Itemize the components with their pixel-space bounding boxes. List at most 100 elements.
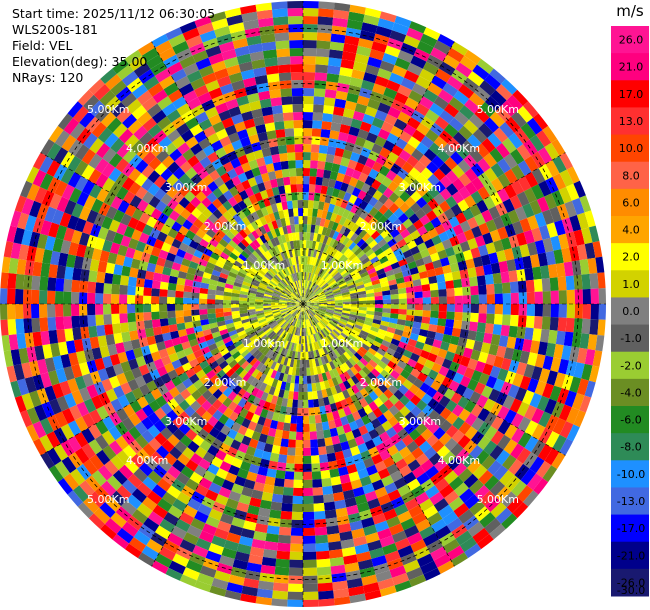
velocity-gate bbox=[296, 176, 303, 185]
velocity-gate bbox=[232, 37, 249, 49]
velocity-gate bbox=[420, 322, 430, 331]
velocity-gate bbox=[146, 538, 163, 554]
velocity-gate bbox=[364, 589, 382, 601]
range-ring-label: 1.00Km bbox=[243, 259, 285, 272]
velocity-gate bbox=[306, 289, 311, 297]
velocity-gate bbox=[260, 322, 269, 328]
velocity-gate bbox=[218, 486, 232, 499]
velocity-gate bbox=[34, 345, 45, 361]
velocity-gate bbox=[197, 212, 208, 224]
velocity-gate bbox=[190, 422, 203, 435]
velocity-gate bbox=[105, 95, 121, 112]
velocity-gate bbox=[474, 485, 490, 501]
velocity-gate bbox=[127, 216, 140, 230]
velocity-gate bbox=[207, 308, 216, 315]
velocity-gate bbox=[112, 469, 128, 486]
velocity-gate bbox=[215, 339, 225, 348]
velocity-gate bbox=[364, 384, 374, 395]
colorbar-segment bbox=[611, 541, 649, 570]
velocity-gate bbox=[215, 369, 226, 379]
velocity-gate bbox=[323, 429, 332, 439]
velocity-gate bbox=[358, 172, 369, 183]
velocity-gate bbox=[276, 396, 284, 406]
velocity-gate bbox=[147, 412, 161, 425]
velocity-gate bbox=[272, 582, 289, 592]
velocity-gate bbox=[263, 297, 272, 301]
velocity-gate bbox=[351, 428, 362, 439]
velocity-gate bbox=[403, 173, 416, 186]
velocity-gate bbox=[237, 154, 249, 166]
velocity-gate bbox=[365, 236, 375, 246]
velocity-gate bbox=[217, 403, 228, 415]
velocity-gate bbox=[394, 196, 405, 208]
velocity-gate bbox=[430, 289, 439, 298]
velocity-gate bbox=[433, 402, 446, 415]
velocity-gate bbox=[231, 175, 242, 187]
velocity-gate bbox=[329, 402, 338, 413]
velocity-gate bbox=[261, 41, 277, 52]
velocity-gate bbox=[161, 491, 177, 506]
velocity-gate bbox=[295, 304, 303, 306]
velocity-gate bbox=[299, 359, 303, 368]
velocity-gate bbox=[424, 337, 435, 347]
velocity-gate bbox=[469, 444, 484, 460]
velocity-gate bbox=[131, 367, 143, 379]
velocity-gate bbox=[431, 234, 442, 246]
velocity-gate bbox=[315, 349, 321, 359]
velocity-gate bbox=[325, 353, 333, 363]
velocity-gate bbox=[378, 193, 389, 205]
velocity-gate bbox=[335, 252, 344, 261]
velocity-gate bbox=[287, 152, 296, 161]
velocity-gate bbox=[398, 446, 412, 459]
velocity-gate bbox=[280, 309, 289, 314]
velocity-gate bbox=[281, 168, 290, 178]
velocity-gate bbox=[395, 346, 406, 355]
velocity-gate bbox=[355, 207, 364, 217]
velocity-gate bbox=[60, 353, 72, 369]
velocity-gate bbox=[345, 201, 354, 212]
velocity-gate bbox=[382, 219, 393, 230]
velocity-gate bbox=[348, 11, 365, 23]
velocity-gate bbox=[357, 189, 367, 201]
velocity-gate bbox=[551, 138, 566, 156]
velocity-gate bbox=[135, 312, 144, 322]
velocity-gate bbox=[324, 89, 337, 99]
velocity-gate bbox=[358, 346, 368, 355]
velocity-gate bbox=[23, 274, 33, 290]
velocity-gate bbox=[277, 252, 284, 262]
velocity-gate bbox=[477, 408, 491, 422]
velocity-gate bbox=[493, 378, 505, 392]
velocity-gate bbox=[288, 342, 293, 351]
velocity-gate bbox=[64, 328, 74, 342]
velocity-gate bbox=[320, 251, 326, 261]
velocity-gate bbox=[394, 580, 412, 593]
velocity-gate bbox=[582, 288, 591, 304]
velocity-gate bbox=[151, 484, 167, 499]
velocity-gate bbox=[457, 199, 470, 212]
velocity-gate bbox=[330, 386, 338, 396]
velocity-gate bbox=[213, 264, 223, 273]
velocity-gate bbox=[370, 326, 380, 333]
velocity-gate bbox=[377, 102, 391, 114]
velocity-gate bbox=[287, 305, 296, 308]
velocity-gate bbox=[333, 2, 351, 12]
velocity-gate bbox=[272, 8, 288, 18]
velocity-gate bbox=[238, 61, 254, 73]
velocity-gate bbox=[175, 75, 191, 90]
velocity-gate bbox=[419, 248, 430, 259]
velocity-gate bbox=[438, 504, 454, 519]
velocity-gate bbox=[257, 580, 274, 591]
velocity-gate bbox=[340, 59, 355, 70]
velocity-gate bbox=[478, 122, 494, 139]
velocity-gate bbox=[233, 375, 243, 385]
velocity-sectors bbox=[0, 1, 606, 607]
velocity-gate bbox=[182, 378, 193, 389]
velocity-gate bbox=[215, 356, 226, 366]
velocity-gate bbox=[398, 298, 407, 304]
velocity-gate bbox=[286, 455, 296, 464]
velocity-gate bbox=[272, 16, 289, 26]
velocity-gate bbox=[349, 77, 364, 88]
velocity-gate bbox=[175, 518, 191, 533]
velocity-gate bbox=[359, 121, 372, 133]
velocity-gate bbox=[576, 212, 589, 230]
